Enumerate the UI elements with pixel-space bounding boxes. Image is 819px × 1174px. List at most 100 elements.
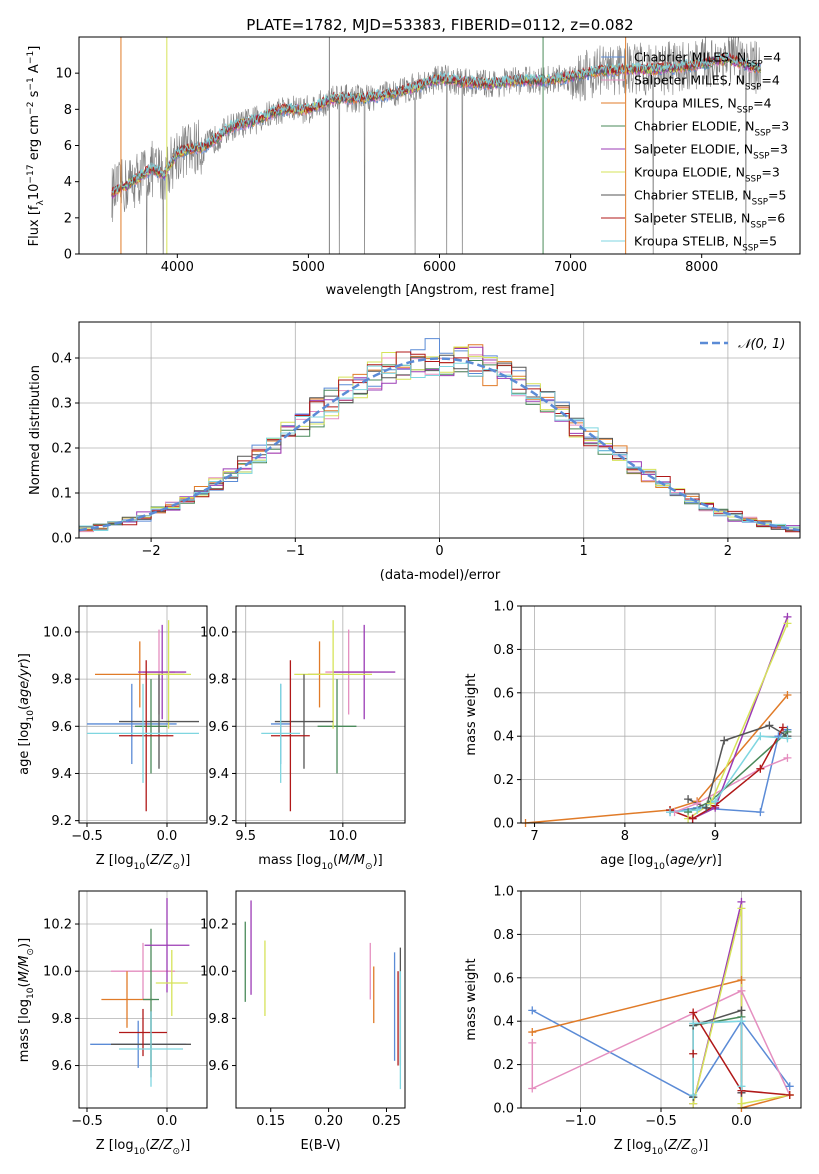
x-axis-label: mass [log10(M/M⊙)] — [258, 853, 382, 872]
data-point-marker — [774, 732, 783, 741]
y-tick-label: 10.0 — [200, 965, 229, 980]
data-point-marker — [737, 1006, 746, 1015]
y-tick-label: 9.2 — [208, 814, 229, 829]
x-axis-label: (data-model)/error — [380, 568, 501, 583]
y-tick-label: 10.2 — [43, 918, 72, 933]
x-tick-label: 10.0 — [328, 829, 357, 844]
y-tick-label: 9.8 — [208, 1012, 229, 1027]
y-tick-label: 10.0 — [200, 625, 229, 640]
y-tick-label: 10 — [55, 67, 72, 82]
x-tick-label: 0.25 — [372, 1114, 401, 1129]
data-point-marker — [783, 690, 792, 699]
y-tick-label: 0 — [64, 248, 72, 263]
axes-frame — [78, 605, 208, 824]
x-tick-label: 9 — [711, 829, 719, 844]
panel-mass-vs-EBV: 0.15 0.20 0.25 9.6 9.8 10.0 10.2 E(B-V) — [200, 890, 406, 1153]
y-tick-label: 6 — [64, 139, 72, 154]
y-tick-label: 10.2 — [200, 918, 229, 933]
legend-label: Salpeter ELODIE, NSSP=3 — [634, 142, 788, 162]
data-point-marker — [689, 1090, 698, 1099]
axes-frame — [235, 890, 406, 1109]
x-tick-label: −1 — [286, 544, 305, 559]
x-axis-label: wavelength [Angstrom, rest frame] — [326, 283, 555, 298]
data-point-marker — [737, 1017, 746, 1026]
axes-frame — [78, 890, 208, 1109]
y-tick-label: 0.8 — [493, 928, 514, 943]
data-point-marker — [528, 1028, 537, 1037]
y-tick-label: 9.6 — [51, 720, 72, 735]
y-tick-label: 9.8 — [208, 673, 229, 688]
series-line-chabrier-miles — [531, 1009, 791, 1099]
x-tick-label: 0.0 — [157, 829, 178, 844]
data-point-marker — [756, 808, 765, 817]
data-point-marker — [528, 1038, 537, 1047]
gridlines — [236, 606, 405, 823]
legend-label: Chabrier MILES, NSSP=4 — [634, 50, 781, 70]
series-line-kroupa-elodie — [692, 908, 790, 1105]
y-tick-label: 0.0 — [493, 1102, 514, 1117]
data-point-marker — [756, 732, 765, 741]
series-line-salpeter-miles — [531, 989, 791, 1096]
data-point-marker — [702, 803, 711, 812]
plot-area — [79, 338, 800, 533]
data-point-marker — [756, 764, 765, 773]
data-point-marker — [783, 734, 792, 743]
y-tick-label: 1.0 — [493, 600, 514, 615]
series-line-salpeter-miles — [674, 757, 788, 813]
data-point-marker — [737, 986, 746, 995]
data-point-marker — [783, 753, 792, 762]
plot-area — [531, 901, 791, 1108]
histogram-salpeter-stelib — [79, 351, 800, 533]
y-tick-label: 0.4 — [493, 1015, 514, 1030]
legend-label: 𝒩(0, 1) — [738, 337, 785, 352]
y-tick-label: 9.4 — [51, 767, 72, 782]
x-tick-label: 6000 — [423, 260, 456, 275]
y-tick-label: 2 — [64, 211, 72, 226]
plot-area — [244, 900, 402, 1090]
y-tick-label: 9.6 — [208, 720, 229, 735]
y-tick-label: 10.0 — [43, 625, 72, 640]
data-point-marker — [765, 721, 774, 730]
plot-area — [90, 898, 191, 1087]
y-tick-label: 9.8 — [51, 1012, 72, 1027]
y-tick-label: 9.6 — [51, 1059, 72, 1074]
y-tick-label: 0.8 — [493, 643, 514, 658]
data-point-marker — [737, 975, 746, 984]
x-tick-label: 2 — [724, 544, 732, 559]
y-tick-label: 0.4 — [51, 352, 72, 367]
axes-frame — [78, 321, 801, 539]
y-axis-label: mass [log10(M/M⊙)] — [17, 938, 36, 1062]
series-line-kroupa-miles — [525, 694, 789, 823]
y-axis-label: Flux [fλ10−17 erg cm−2 s−1 A−1] — [26, 46, 46, 247]
data-point-marker — [720, 736, 729, 745]
legend-label: Chabrier ELODIE, NSSP=3 — [634, 119, 789, 139]
x-axis-label: Z [log10(Z/Z⊙)] — [96, 853, 191, 872]
data-point-marker — [785, 1082, 794, 1091]
plot-area — [111, 37, 762, 254]
legend-label: Salpeter STELIB, NSSP=6 — [634, 211, 785, 231]
axes-frame — [235, 605, 406, 824]
x-tick-label: 7 — [530, 829, 538, 844]
normal-distribution-curve — [79, 357, 800, 532]
y-tick-label: 9.8 — [51, 673, 72, 688]
y-tick-label: 9.2 — [51, 814, 72, 829]
y-tick-label: 9.4 — [208, 767, 229, 782]
x-tick-label: 5000 — [292, 260, 325, 275]
legend-label: Chabrier STELIB, NSSP=5 — [634, 188, 786, 208]
plot-area — [87, 620, 199, 812]
y-axis-label: age [log10(age/yr)] — [17, 653, 36, 775]
y-tick-label: 0.2 — [493, 773, 514, 788]
model-spectrum-kroupa-stelib — [111, 51, 762, 194]
y-tick-label: 0.2 — [493, 1058, 514, 1073]
y-tick-label: 0.0 — [493, 817, 514, 832]
x-axis-label: Z [log10(Z/Z⊙)] — [614, 1138, 709, 1157]
legend-label: Salpeter MILES, NSSP=4 — [634, 73, 780, 93]
x-tick-label: −0.5 — [645, 1114, 677, 1129]
y-tick-label: 10.0 — [43, 965, 72, 980]
data-point-marker — [737, 1082, 746, 1091]
x-tick-label: 7000 — [554, 260, 587, 275]
x-tick-label: −2 — [142, 544, 161, 559]
x-tick-label: 1 — [580, 544, 588, 559]
x-tick-label: 8 — [621, 829, 629, 844]
